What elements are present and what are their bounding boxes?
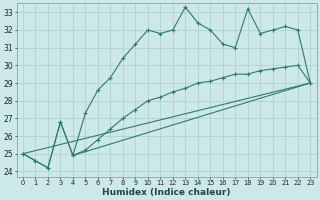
- X-axis label: Humidex (Indice chaleur): Humidex (Indice chaleur): [102, 188, 231, 197]
